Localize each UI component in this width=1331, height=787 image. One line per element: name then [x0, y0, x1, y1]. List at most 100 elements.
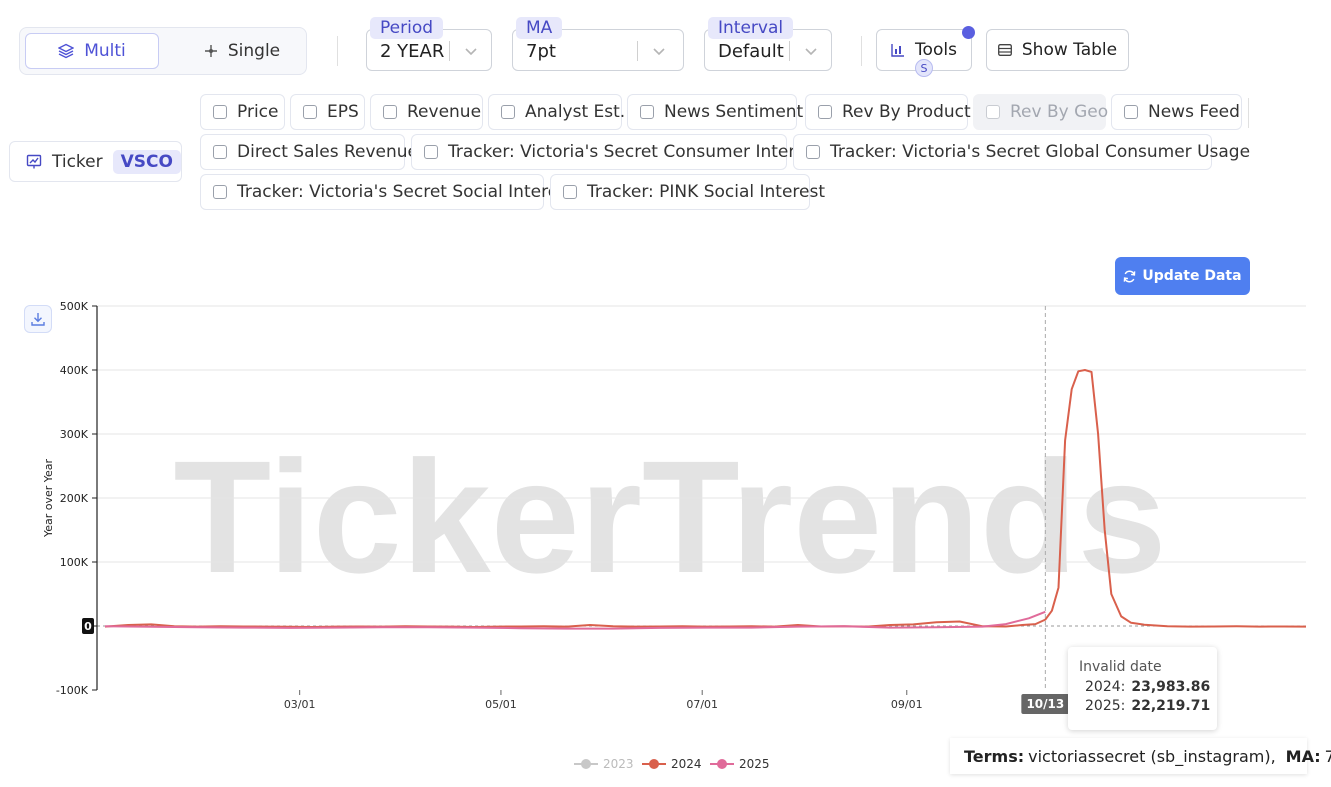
legend-label: 2024: [671, 757, 702, 771]
ticker-value: VSCO: [112, 149, 181, 174]
checkbox[interactable]: [213, 145, 227, 159]
checkbox-direct-sales-revenue[interactable]: Direct Sales Revenue: [200, 134, 418, 170]
checkbox[interactable]: [640, 105, 654, 119]
x-tick-label: 05/01: [485, 698, 517, 711]
show-table-button[interactable]: Show Table: [986, 29, 1129, 71]
checkbox-revenue[interactable]: Revenue: [370, 94, 483, 130]
legend-marker: [717, 759, 727, 769]
tools-shortcut-badge: S: [915, 59, 933, 77]
download-icon: [31, 313, 45, 326]
select-separator: [449, 41, 450, 61]
tools-label: Tools: [915, 40, 957, 60]
checkbox[interactable]: [424, 145, 438, 159]
crosshair: 10/13: [1021, 306, 1070, 714]
checkbox-news-feed[interactable]: News Feed: [1111, 94, 1242, 130]
checkbox-label: Price: [237, 102, 279, 122]
select-separator: [789, 41, 790, 61]
select-separator: [637, 41, 638, 61]
checkbox: [986, 105, 1000, 119]
layers-icon: [58, 43, 75, 59]
y-tick-label: 300K: [60, 428, 89, 441]
legend[interactable]: 2023 2024 2025: [574, 757, 770, 771]
checkbox[interactable]: [806, 145, 820, 159]
checkbox-label: News Sentiment: [664, 102, 804, 122]
chevron-down-icon: [805, 48, 817, 56]
checkbox-pink-social-interest[interactable]: Tracker: PINK Social Interest: [550, 174, 825, 210]
legend-item-2023[interactable]: 2023: [574, 757, 634, 771]
chart-bar-icon: [891, 44, 905, 57]
divider: [337, 36, 338, 66]
checkbox-label: News Feed: [1148, 102, 1240, 122]
legend-item-2024[interactable]: 2024: [642, 757, 702, 771]
single-mode-button[interactable]: Single: [180, 33, 304, 69]
tooltip-value: 22,219.71: [1131, 698, 1211, 714]
checkbox-news-sentiment[interactable]: News Sentiment: [627, 94, 803, 130]
tools-button[interactable]: Tools: [876, 29, 972, 71]
checkbox-vs-social-interest[interactable]: Tracker: Victoria's Secret Social Intere…: [200, 174, 574, 210]
series-group: [104, 369, 1307, 630]
interval-label: Interval: [708, 17, 794, 39]
terms-label: Terms:: [964, 746, 1025, 766]
checkbox[interactable]: [501, 105, 515, 119]
checkbox[interactable]: [303, 105, 317, 119]
period-value: 2 YEAR: [380, 41, 445, 62]
checkbox[interactable]: [1124, 105, 1138, 119]
refresh-icon: [1124, 270, 1136, 282]
update-data-label: Update Data: [1142, 268, 1242, 284]
zero-tick-box: [82, 618, 94, 634]
checkbox-label: EPS: [327, 102, 359, 122]
legend-marker: [649, 759, 659, 769]
checkbox-label: Rev By Geo: [1010, 102, 1109, 122]
download-button[interactable]: [24, 305, 52, 333]
checkbox-price[interactable]: Price: [200, 94, 285, 130]
checkbox-rev-by-product[interactable]: Rev By Product: [805, 94, 971, 130]
legend-label: 2023: [603, 757, 634, 771]
divider: [1248, 98, 1249, 128]
multi-mode-button[interactable]: Multi: [25, 33, 159, 69]
chevron-down-icon: [653, 48, 665, 56]
sparkle-icon: [204, 45, 217, 57]
ma-value: 7pt: [526, 41, 556, 62]
checkbox-analyst-est[interactable]: Analyst Est.: [488, 94, 626, 130]
checkbox-label: Rev By Product: [842, 102, 971, 122]
notification-dot: [962, 26, 975, 39]
checkbox-eps[interactable]: EPS: [290, 94, 365, 130]
checkbox-vs-consumer-interest[interactable]: Tracker: Victoria's Secret Consumer Inte…: [411, 134, 821, 170]
x-tick-label: 03/01: [284, 698, 316, 711]
checkbox[interactable]: [213, 185, 227, 199]
legend-marker: [581, 759, 591, 769]
y-tick-label: 400K: [60, 364, 89, 377]
checkbox-label: Tracker: Victoria's Secret Consumer Inte…: [448, 142, 821, 162]
x-axis: 03/01 05/01 07/01 09/01: [284, 690, 923, 711]
y-axis-label: Year over Year: [42, 458, 55, 538]
checkbox-label: Analyst Est.: [525, 102, 626, 122]
legend-label: 2025: [739, 757, 770, 771]
tooltip-header: Invalid date: [1079, 659, 1162, 675]
checkbox-vs-global-consumer-usage[interactable]: Tracker: Victoria's Secret Global Consum…: [793, 134, 1250, 170]
legend-item-2025[interactable]: 2025: [710, 757, 770, 771]
multi-mode-label: Multi: [84, 41, 126, 61]
tooltip-row: 2025: 22,219.71: [1085, 698, 1211, 714]
ticker-selector[interactable]: Ticker VSCO: [9, 141, 182, 182]
checkbox-label: Tracker: Victoria's Secret Social Intere…: [237, 182, 574, 202]
x-tick-label: 09/01: [891, 698, 923, 711]
chart-tooltip: Invalid date 2024: 23,983.86 2025: 22,21…: [1068, 647, 1217, 730]
tooltip-series: 2025: [1085, 698, 1121, 714]
y-tick-label: 0: [84, 620, 92, 633]
checkbox[interactable]: [383, 105, 397, 119]
checkbox[interactable]: [563, 185, 577, 199]
tooltip-row: 2024: 23,983.86: [1085, 679, 1211, 695]
checkbox[interactable]: [213, 105, 227, 119]
interval-select[interactable]: Default: [704, 29, 832, 71]
period-label: Period: [370, 17, 444, 39]
interval-value: Default: [718, 41, 784, 62]
y-axis: -100K 0 100K 200K 300K 400K 500K: [56, 300, 98, 697]
single-mode-label: Single: [227, 41, 281, 61]
chevron-down-icon: [465, 48, 477, 56]
grid: [97, 305, 1306, 627]
update-data-button[interactable]: Update Data: [1115, 257, 1250, 295]
mode-toggle: Multi Single: [19, 27, 307, 75]
checkbox[interactable]: [818, 105, 832, 119]
x-tick-label: 07/01: [686, 698, 718, 711]
